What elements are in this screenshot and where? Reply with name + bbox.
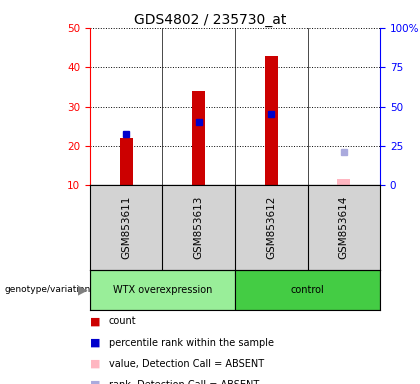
Text: rank, Detection Call = ABSENT: rank, Detection Call = ABSENT: [109, 380, 259, 384]
Text: ■: ■: [90, 380, 100, 384]
Bar: [235, 270, 380, 310]
Bar: [265, 56, 278, 185]
Text: GSM853612: GSM853612: [266, 196, 276, 259]
Text: ■: ■: [90, 316, 100, 326]
Bar: [192, 91, 205, 185]
Bar: [90, 270, 235, 310]
Text: genotype/variation: genotype/variation: [4, 285, 90, 295]
Bar: [337, 179, 350, 185]
Text: GSM853611: GSM853611: [121, 196, 131, 259]
Text: control: control: [291, 285, 324, 295]
Bar: [120, 138, 133, 185]
Text: ■: ■: [90, 338, 100, 348]
Text: GDS4802 / 235730_at: GDS4802 / 235730_at: [134, 13, 286, 27]
Text: percentile rank within the sample: percentile rank within the sample: [109, 338, 274, 348]
Text: value, Detection Call = ABSENT: value, Detection Call = ABSENT: [109, 359, 264, 369]
Text: ■: ■: [90, 359, 100, 369]
Text: GSM853614: GSM853614: [339, 196, 349, 259]
Text: ▶: ▶: [78, 283, 88, 296]
Text: count: count: [109, 316, 136, 326]
Text: GSM853613: GSM853613: [194, 196, 204, 259]
Text: WTX overexpression: WTX overexpression: [113, 285, 212, 295]
